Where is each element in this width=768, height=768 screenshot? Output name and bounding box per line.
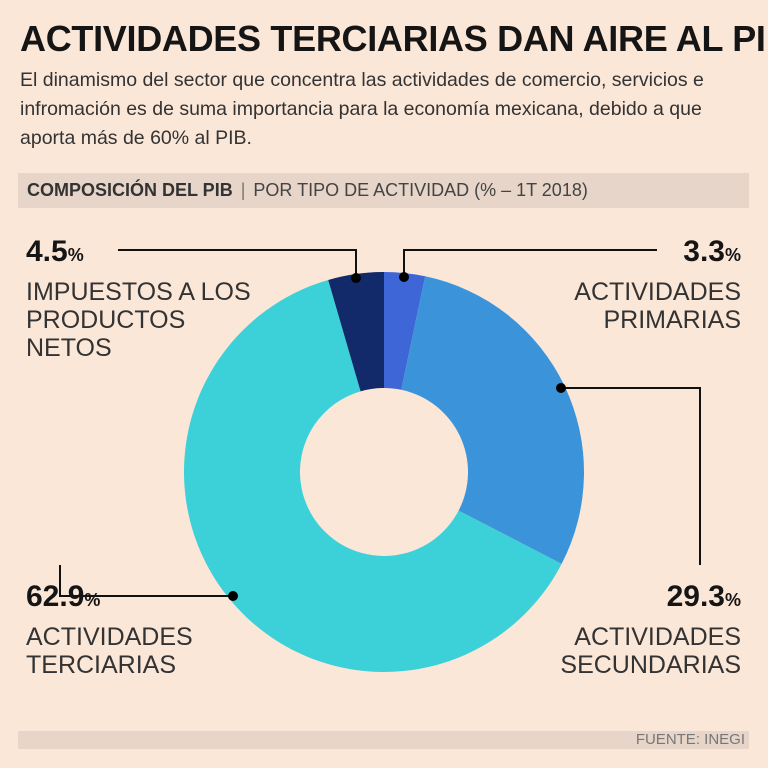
chart-header: COMPOSICIÓN DEL PIB | POR TIPO DE ACTIVIDA… <box>27 180 588 201</box>
leader-line-2 <box>561 387 701 565</box>
slice-3 <box>183 279 562 672</box>
slice-1 <box>384 272 426 390</box>
leader-line-1 <box>403 249 657 277</box>
category-label-1: ACTIVIDADES <box>574 278 741 306</box>
category-label-3: TERCIARIAS <box>26 651 176 679</box>
value-label-4: 4.5% <box>26 235 84 268</box>
chart-header-detail: POR TIPO DE ACTIVIDAD (% – 1T 2018) <box>253 180 588 200</box>
value-label-3: 62.9% <box>26 580 100 613</box>
chart-header-label: COMPOSICIÓN DEL PIB <box>27 180 233 200</box>
category-label-1: PRIMARIAS <box>603 306 741 334</box>
leader-dot-4 <box>351 273 361 283</box>
category-label-4: IMPUESTOS A LOS <box>26 278 251 306</box>
leader-dot-2 <box>556 383 566 393</box>
source-band: FUENTE: INEGI <box>18 731 749 749</box>
slice-2 <box>401 276 584 564</box>
category-label-2: SECUNDARIAS <box>560 651 741 679</box>
leader-dot-3 <box>228 591 238 601</box>
source-note: FUENTE: INEGI <box>635 731 745 748</box>
category-label-4: NETOS <box>26 334 112 362</box>
chart-header-separator: | <box>240 180 246 200</box>
category-label-3: ACTIVIDADES <box>26 623 193 651</box>
page-title: ACTIVIDADES TERCIARIAS DAN AIRE AL PIB <box>20 18 768 59</box>
leader-line-4 <box>118 249 357 278</box>
chart-header-band: COMPOSICIÓN DEL PIB | POR TIPO DE ACTIVIDA… <box>18 173 749 208</box>
value-label-1: 3.3% <box>683 235 741 268</box>
category-label-4: PRODUCTOS <box>26 306 185 334</box>
subtitle: El dinamismo del sector que concentra la… <box>20 69 704 149</box>
leader-line-3 <box>59 565 233 597</box>
category-label-2: ACTIVIDADES <box>574 623 741 651</box>
slice-4 <box>328 272 384 392</box>
leader-dot-1 <box>399 272 409 282</box>
value-label-2: 29.3% <box>667 580 741 613</box>
